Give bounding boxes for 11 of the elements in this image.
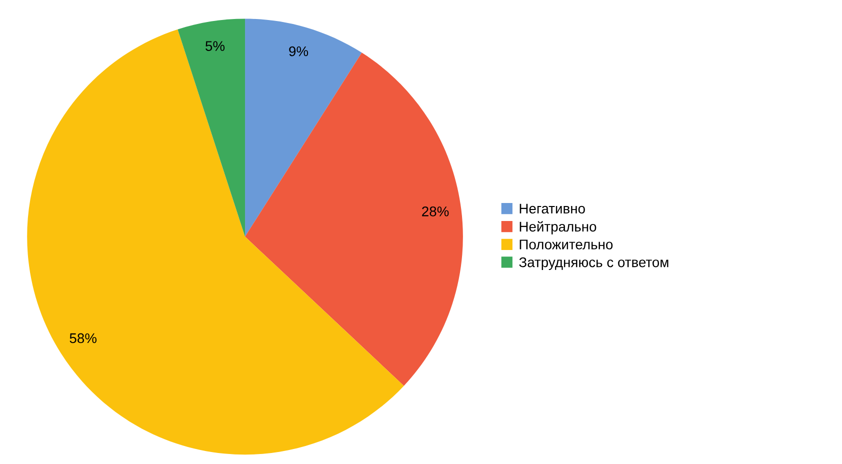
pie-slice [178,18,246,237]
pie-slice [245,18,362,237]
legend-label: Нейтрально [520,221,596,234]
legend-label: Негативно [520,204,585,214]
pie-slice [27,29,404,455]
legend-label: Затрудняюсь с ответом [519,257,668,270]
data-label: 9% [289,46,308,56]
data-label: 5% [206,41,225,51]
data-label: 28% [422,206,449,216]
data-label: 58% [70,333,97,344]
legend-label: Положительно [520,240,613,250]
